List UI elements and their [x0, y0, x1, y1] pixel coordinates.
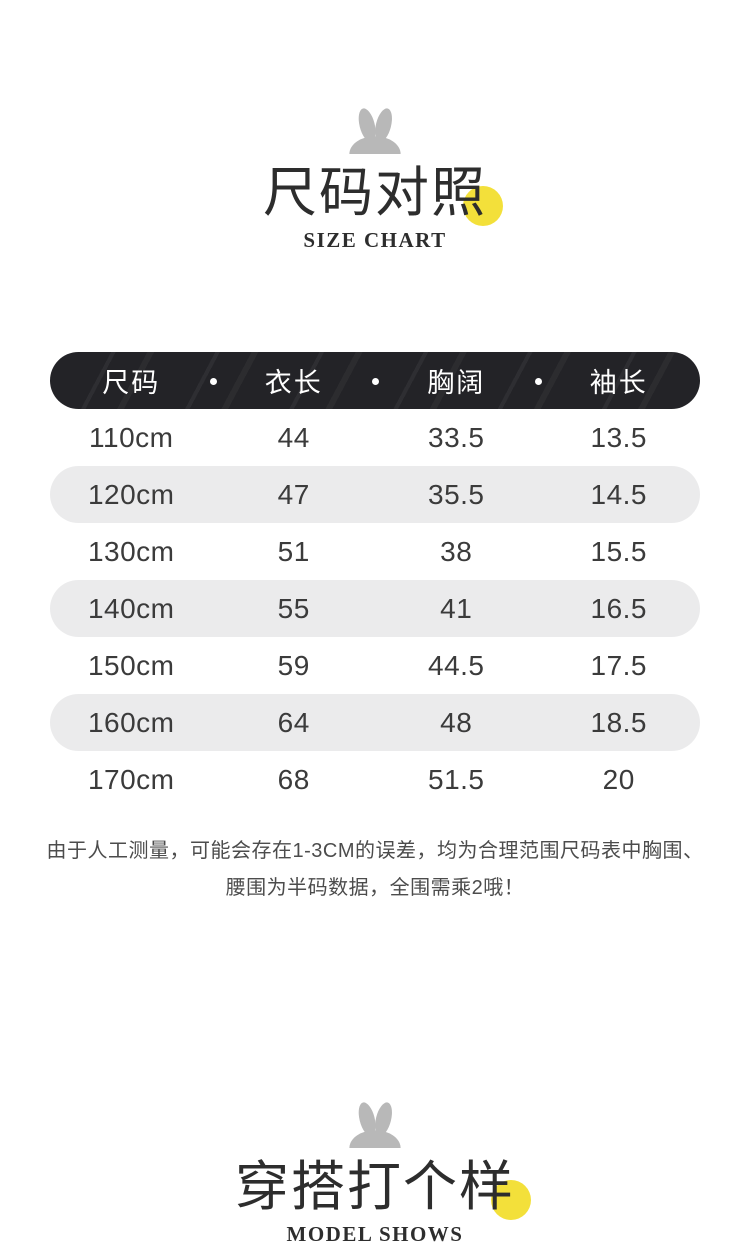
table-cell: 14.5 [590, 478, 647, 510]
size-table-header-row: 尺码 衣长 胸阔 袖长 [50, 352, 700, 409]
model-shows-subtitle: MODEL SHOWS [286, 1222, 464, 1246]
size-chart-subtitle: SIZE CHART [303, 228, 447, 252]
size-table: 尺码 衣长 胸阔 袖长 110cm 44 33.5 13.5 120cm 47 35.5 14… [0, 352, 750, 808]
table-cell: 44 [277, 421, 310, 453]
table-cell: 41 [440, 592, 473, 624]
table-row: 150cm 59 44.5 17.5 [50, 637, 700, 694]
column-header-sleeve: 袖长 [589, 368, 648, 398]
table-cell: 16.5 [590, 592, 647, 624]
size-chart-header-section: 尺码对照 SIZE CHART [0, 108, 750, 253]
table-cell: 47 [277, 478, 310, 510]
table-cell: 140cm [87, 592, 175, 624]
measurement-note: 由于人工测量，可能会存在1-3CM的误差，均为合理范围尺码表中胸围、 腰围为半码… [0, 833, 750, 907]
dot-separator-icon [209, 377, 217, 385]
column-header-chest: 胸阔 [427, 368, 486, 398]
table-cell: 59 [277, 649, 310, 681]
note-line-1: 由于人工测量，可能会存在1-3CM的误差，均为合理范围尺码表中胸围、 [46, 840, 704, 862]
table-cell: 160cm [87, 706, 175, 738]
table-cell: 55 [277, 592, 310, 624]
table-cell: 33.5 [428, 421, 485, 453]
model-shows-header-section: 穿搭打个样 MODEL SHOWS [0, 1102, 750, 1247]
model-shows-title-wrap: 穿搭打个样 [235, 1157, 531, 1220]
table-row: 170cm 68 51.5 20 [50, 751, 700, 808]
table-cell: 64 [277, 706, 310, 738]
table-cell: 15.5 [590, 535, 647, 567]
model-shows-title: 穿搭打个样 [235, 1157, 515, 1217]
table-cell: 51.5 [428, 763, 485, 795]
table-cell: 13.5 [590, 421, 647, 453]
bunny-ears-icon [349, 1102, 401, 1148]
table-cell: 35.5 [428, 478, 485, 510]
table-cell: 38 [440, 535, 473, 567]
table-cell: 130cm [87, 535, 175, 567]
table-cell: 18.5 [590, 706, 647, 738]
dot-separator-icon [534, 377, 542, 385]
table-cell: 170cm [87, 763, 175, 795]
size-table-body: 110cm 44 33.5 13.5 120cm 47 35.5 14.5 130cm 51 38 1… [0, 409, 750, 808]
table-row: 130cm 51 38 15.5 [50, 523, 700, 580]
yellow-accent-dot [491, 1180, 531, 1220]
table-row: 110cm 44 33.5 13.5 [50, 409, 700, 466]
table-cell: 120cm [87, 478, 175, 510]
table-row: 120cm 47 35.5 14.5 [50, 466, 700, 523]
table-cell: 51 [277, 535, 310, 567]
table-row: 160cm 64 48 18.5 [50, 694, 700, 751]
size-chart-title: 尺码对照 [263, 163, 487, 223]
column-header-size: 尺码 [102, 368, 161, 398]
table-cell: 110cm [89, 421, 174, 453]
table-cell: 150cm [87, 649, 175, 681]
note-line-2: 腰围为半码数据，全围需乘2哦！ [225, 877, 525, 899]
bunny-ears-icon [349, 108, 401, 154]
table-cell: 48 [440, 706, 473, 738]
column-header-length: 衣长 [264, 368, 323, 398]
table-cell: 44.5 [428, 649, 485, 681]
table-cell: 68 [277, 763, 310, 795]
size-chart-title-wrap: 尺码对照 [263, 163, 503, 226]
table-row: 140cm 55 41 16.5 [50, 580, 700, 637]
table-cell: 17.5 [590, 649, 647, 681]
dot-separator-icon [372, 377, 379, 385]
table-cell: 20 [602, 763, 635, 795]
yellow-accent-dot [463, 186, 503, 226]
